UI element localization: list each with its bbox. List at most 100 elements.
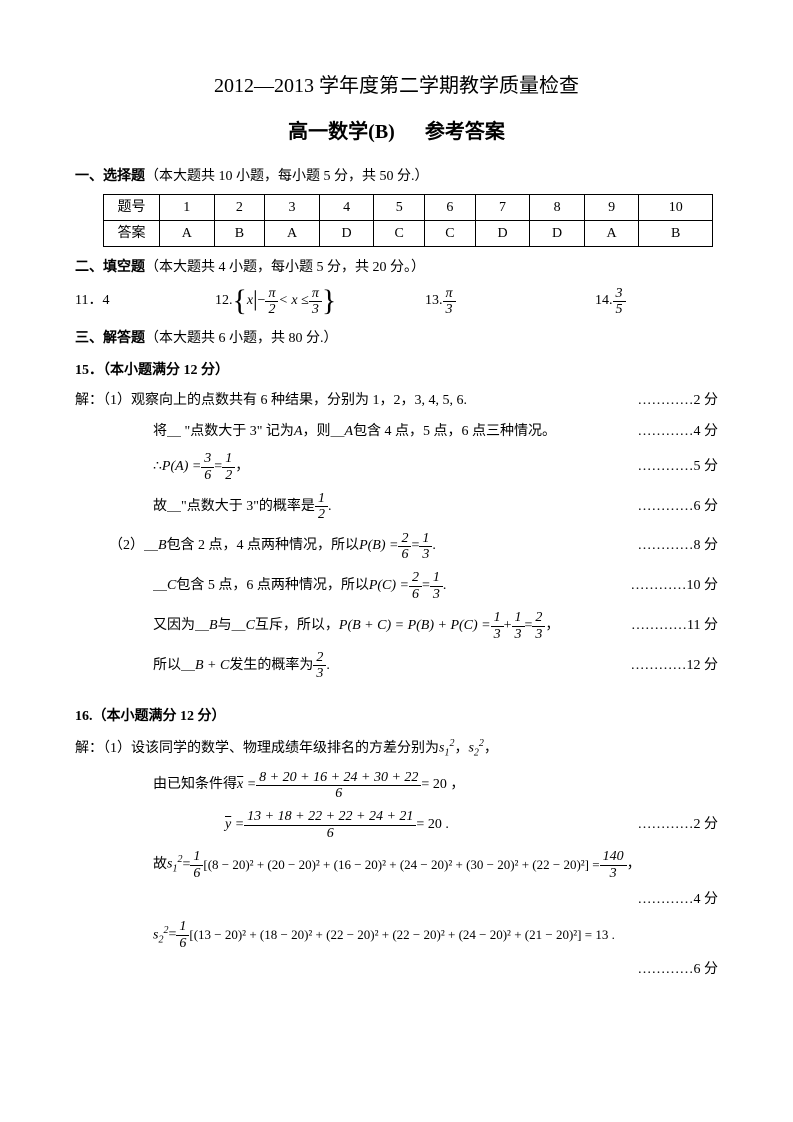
text: 包含 5 点，6 点两种情况，所以 xyxy=(176,575,369,597)
frac-den: 3 xyxy=(532,627,545,642)
table-cell: A xyxy=(160,221,215,247)
frac-den: 2 xyxy=(265,302,278,317)
text: ， xyxy=(545,615,559,637)
table-cell: 7 xyxy=(475,195,530,221)
q16-line4: 故 s12 = 16 [(8 − 20)² + (20 − 20)² + (16… xyxy=(75,849,718,881)
text: ， xyxy=(454,738,468,760)
frac-den: 6 xyxy=(201,468,214,483)
frac-num: 140 xyxy=(600,849,627,865)
s2-sq: s22 xyxy=(468,736,483,761)
expr: [(8 − 20)² + (20 − 20)² + (16 − 20)² + (… xyxy=(203,855,599,876)
table-cell: D xyxy=(475,221,530,247)
event-c: C xyxy=(246,615,255,637)
score-mark: …………10 分 xyxy=(631,575,719,597)
score-mark: …………6 分 xyxy=(638,959,719,981)
table-cell: C xyxy=(374,221,425,247)
event-b: B xyxy=(209,615,218,637)
fill-12-rel: < x ≤ xyxy=(278,290,308,312)
brace-left-icon: { xyxy=(233,292,247,310)
table-cell: 3 xyxy=(265,195,320,221)
frac-num: 13 + 18 + 22 + 22 + 24 + 21 xyxy=(244,809,416,825)
text: . xyxy=(443,575,447,597)
frac-num: 8 + 20 + 16 + 24 + 30 + 22 xyxy=(256,770,421,786)
q16-head: 16.（本小题满分 12 分） xyxy=(75,706,718,728)
eq: = xyxy=(422,575,430,597)
q15-line4: 故＿"点数大于 3"的概率是 12 . …………6 分 xyxy=(75,491,718,523)
eq: = xyxy=(214,456,222,478)
frac-num: π xyxy=(265,286,278,302)
text: 包含 4 点，5 点，6 点三种情况。 xyxy=(353,421,556,443)
table-cell: 8 xyxy=(530,195,585,221)
text: ， xyxy=(484,738,498,760)
text: 互斥，所以， xyxy=(255,615,339,637)
score-mark: …………2 分 xyxy=(638,814,719,836)
text: = 20 . xyxy=(416,814,448,836)
frac-den: 3 xyxy=(419,547,432,562)
q15-line1: 解：（1）观察向上的点数共有 6 种结果，分别为 1，2，3, 4, 5, 6.… xyxy=(75,390,718,412)
score-mark: …………6 分 xyxy=(638,496,719,518)
frac-num: 1 xyxy=(190,849,203,865)
fill-14-num: 14. xyxy=(595,290,613,312)
frac-num: 1 xyxy=(512,610,525,626)
event-b: B xyxy=(158,535,167,557)
frac-den: 3 xyxy=(512,627,525,642)
table-cell: 2 xyxy=(214,195,265,221)
plus: + xyxy=(504,615,512,637)
q15-l1-text: 解：（1）观察向上的点数共有 6 种结果，分别为 1，2，3, 4, 5, 6. xyxy=(75,390,628,412)
table-cell: 10 xyxy=(639,195,713,221)
q16-line3: y = 13 + 18 + 22 + 22 + 24 + 216 = 20 . … xyxy=(75,809,718,841)
q16-line2: 由已知条件得 x = 8 + 20 + 16 + 24 + 30 + 226 =… xyxy=(75,770,718,802)
fill-13-num: 13. xyxy=(425,290,443,312)
q15-line3: ∴ P(A) = 36 = 12 ， …………5 分 xyxy=(75,451,718,483)
frac-den: 6 xyxy=(244,826,416,841)
q15-line7: 又因为＿B 与＿C 互斥，所以， P(B + C) = P(B) + P(C) … xyxy=(75,610,718,642)
expr: [(13 − 20)² + (18 − 20)² + (22 − 20)² + … xyxy=(189,925,614,946)
section-2-desc: （本大题共 4 小题，每小题 5 分，共 20 分。） xyxy=(145,260,425,275)
text: （2）＿ xyxy=(109,535,158,557)
table-cell: 6 xyxy=(425,195,476,221)
frac-num: 1 xyxy=(430,570,443,586)
text: . xyxy=(328,496,332,518)
fill-12-num: 12. xyxy=(215,290,233,312)
frac-num: 1 xyxy=(315,491,328,507)
text: ，则＿ xyxy=(303,421,345,443)
table-cell: B xyxy=(639,221,713,247)
q16-line1: 解：（1）设该同学的数学、物理成绩年级排名的方差分别为 s12 ， s22 ， xyxy=(75,736,718,761)
text: 与＿ xyxy=(218,615,246,637)
table-cell: 1 xyxy=(160,195,215,221)
table-cell: 5 xyxy=(374,195,425,221)
q15-line2: 将＿ "点数大于 3" 记为 A，则＿A 包含 4 点，5 点，6 点三种情况。… xyxy=(75,421,718,443)
table-cell: D xyxy=(530,221,585,247)
frac-num: π xyxy=(309,286,322,302)
ybar: y = xyxy=(225,814,244,836)
eq: = xyxy=(411,535,419,557)
answer-table: 题号 1 2 3 4 5 6 7 8 9 10 答案 A B A D C C D… xyxy=(103,194,713,247)
table-row: 题号 1 2 3 4 5 6 7 8 9 10 xyxy=(104,195,713,221)
score-mark: …………8 分 xyxy=(638,535,719,557)
section-3-desc: （本大题共 6 小题，共 80 分.） xyxy=(145,331,338,346)
frac-den: 3 xyxy=(309,302,322,317)
frac-num: 1 xyxy=(419,531,432,547)
text: . xyxy=(432,535,436,557)
frac-den: 2 xyxy=(222,468,235,483)
fill-answers-row: 11．4 12. { x | − π2 < x ≤ π3 } 13. π3 14… xyxy=(75,286,718,318)
title-line1: 2012—2013 学年度第二学期教学质量检查 xyxy=(75,70,718,102)
title-line2: 高一数学(B) 参考答案 xyxy=(75,116,718,148)
fill-12-neg: − xyxy=(258,290,266,312)
event-a: A xyxy=(345,421,354,443)
eq: = xyxy=(182,854,190,876)
fill-13: 13. π3 xyxy=(425,286,595,318)
text: = 20 ， xyxy=(421,774,464,796)
text: 将＿ "点数大于 3" 记为 xyxy=(153,421,294,443)
table-ans-label: 答案 xyxy=(104,221,160,247)
q16-line5: s22 = 16 [(13 − 20)² + (18 − 20)² + (22 … xyxy=(75,919,718,951)
frac-num: 2 xyxy=(398,531,411,547)
fill-12: 12. { x | − π2 < x ≤ π3 } xyxy=(215,286,425,318)
text: 又因为＿ xyxy=(153,615,209,637)
frac-den: 6 xyxy=(190,866,203,881)
score-mark: …………4 分 xyxy=(638,421,719,443)
text: ， xyxy=(627,854,641,876)
text: 包含 2 点，4 点两种情况，所以 xyxy=(167,535,360,557)
score-mark: …………4 分 xyxy=(638,889,719,911)
score-mark: …………5 分 xyxy=(638,456,719,478)
